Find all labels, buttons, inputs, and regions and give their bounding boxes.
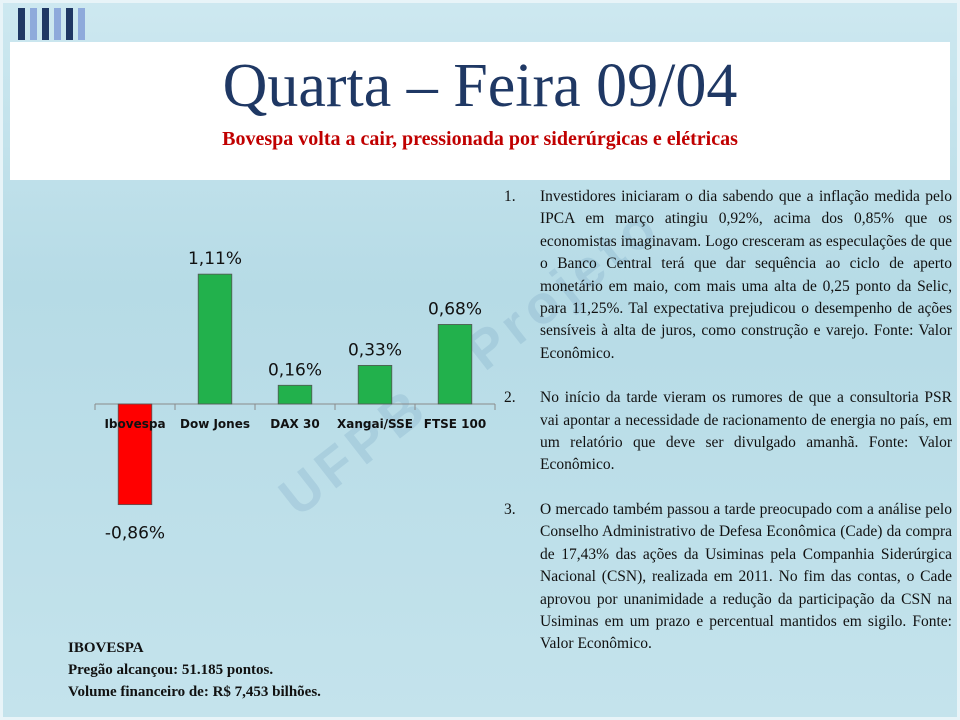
data-label: 0,16% <box>268 360 322 380</box>
list-item: 1. Investidores iniciaram o dia sabendo … <box>504 186 952 365</box>
bar <box>277 384 313 405</box>
list-item-number: 3. <box>504 500 516 518</box>
slide-title: Quarta – Feira 09/04 <box>222 52 738 120</box>
list-item: 3. O mercado também passou a tarde preoc… <box>504 499 952 656</box>
data-label: -0,86% <box>105 524 165 544</box>
list-item-number: 1. <box>504 188 516 205</box>
notes-line-volume: Volume financeiro de: R$ 7,453 bilhões. <box>68 684 321 700</box>
notes-line-title: IBOVESPA <box>68 640 144 656</box>
list-item-text: O mercado também passou a tarde preocupa… <box>540 500 952 653</box>
bar <box>357 364 393 405</box>
slide-subtitle: Bovespa volta a cair, pressionada por si… <box>222 128 738 150</box>
list-item-number: 2. <box>504 389 516 407</box>
list-item: 2. No início da tarde vieram os rumores … <box>504 387 952 477</box>
bar-chart: Ibovespa -0,86% Dow Jones 1,11% DAX 30 0,16% X… <box>60 190 500 570</box>
data-label: 0,33% <box>348 340 402 360</box>
stripe <box>54 8 61 40</box>
data-label: 1,11% <box>188 249 242 269</box>
ibovespa-notes: IBOVESPA Pregão alcançou: 51.185 pontos.… <box>68 637 448 703</box>
x-tick-label: DAX 30 <box>270 417 319 431</box>
title-band <box>10 42 950 180</box>
x-tick-label: Dow Jones <box>180 417 250 431</box>
bar <box>117 403 153 506</box>
list-item-text: Investidores iniciaram o dia sabendo que… <box>540 188 952 362</box>
stripe <box>66 8 73 40</box>
news-list: 1. Investidores iniciaram o dia sabendo … <box>504 186 952 678</box>
x-tick-label: Ibovespa <box>104 417 165 431</box>
data-label: 0,68% <box>428 299 482 319</box>
bar <box>197 273 233 405</box>
list-item-text: No início da tarde vieram os rumores de … <box>540 389 952 474</box>
bar <box>437 324 473 405</box>
x-tick-label: FTSE 100 <box>424 417 486 431</box>
notes-line-points: Pregão alcançou: 51.185 pontos. <box>68 662 274 678</box>
stripe <box>78 8 85 40</box>
x-tick-label: Xangai/SSE <box>337 417 413 431</box>
stripe <box>18 8 25 40</box>
stripe <box>42 8 49 40</box>
stripe <box>30 8 37 40</box>
decorative-stripes <box>18 8 90 40</box>
